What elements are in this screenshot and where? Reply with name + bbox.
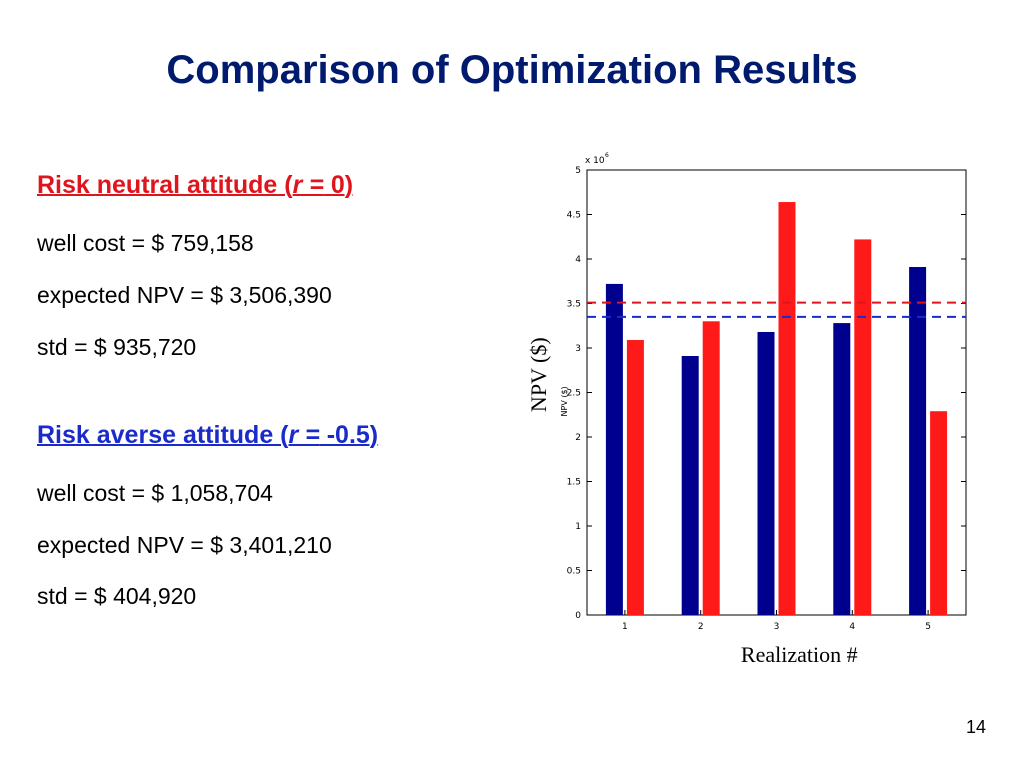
bar-series1-cat4 xyxy=(833,323,851,615)
bar-series1-cat2 xyxy=(681,356,699,615)
risk-averse-std: std = $ 404,920 xyxy=(37,583,197,609)
x-tick-label: 2 xyxy=(698,622,704,632)
y-axis-label: NPV ($) xyxy=(526,337,551,412)
risk-neutral-std: std = $ 935,720 xyxy=(37,334,197,360)
y-multiplier-exponent: 6 xyxy=(605,152,609,159)
y-tick-label: 0.5 xyxy=(567,567,581,577)
bar-series1-cat1 xyxy=(605,283,623,615)
y-tick-label: 1 xyxy=(575,522,581,532)
risk-neutral-heading-var: r = xyxy=(292,171,324,199)
bar-series2-cat1 xyxy=(626,339,644,615)
slide-title: Comparison of Optimization Results xyxy=(166,48,858,92)
y-tick-label: 3.5 xyxy=(567,300,581,310)
risk-neutral-heading-prefix: Risk neutral attitude ( xyxy=(37,171,293,199)
bar-series2-cat2 xyxy=(702,321,720,615)
risk-neutral-expected-npv: expected NPV = $ 3,506,390 xyxy=(37,282,332,308)
risk-averse-expected-npv: expected NPV = $ 3,401,210 xyxy=(37,532,332,558)
x-tick-label: 4 xyxy=(849,622,855,632)
npv-bar-chart-svg: 0 0.5 1 1.5 2 2.5 3 3.5 4 4.5 5 x 106 1 2 3 4 5 NPV ($) NP… xyxy=(526,152,967,667)
risk-averse-heading: Risk averse attitude (r = -0.5) xyxy=(37,421,378,450)
bar-series2-cat3 xyxy=(778,202,796,615)
bar-series1-cat3 xyxy=(757,331,775,615)
risk-neutral-heading: Risk neutral attitude (r = 0) xyxy=(37,171,353,200)
y-tick-label: 4 xyxy=(575,255,581,265)
y-tick-label: 4.5 xyxy=(567,211,581,221)
x-tick-label: 3 xyxy=(774,622,780,632)
npv-chart: 0 0.5 1 1.5 2 2.5 3 3.5 4 4.5 5 x 10 6 1 2 3 4 5 NPV ($) NP… xyxy=(500,140,990,680)
x-axis-label: Realization # xyxy=(741,642,858,667)
x-tick-label: 1 xyxy=(622,622,628,632)
risk-neutral-heading-value: 0) xyxy=(323,171,354,199)
page-number: 14 xyxy=(965,717,986,737)
risk-averse-heading-prefix: Risk averse attitude ( xyxy=(37,421,289,449)
x-tick-label: 5 xyxy=(925,622,931,632)
y-tick-label: 1.5 xyxy=(567,478,581,488)
bar-series1-cat5 xyxy=(909,267,927,615)
risk-averse-heading-var: r = xyxy=(288,421,320,449)
y-multiplier-label: x 10 xyxy=(585,156,605,166)
bar-series2-cat4 xyxy=(854,239,872,616)
inner-y-axis-label: NPV ($) xyxy=(560,386,569,416)
y-tick-label: 3 xyxy=(575,344,581,354)
bar-series2-cat5 xyxy=(930,411,948,615)
y-tick-label: 2 xyxy=(575,433,581,443)
risk-averse-heading-value: -0.5) xyxy=(319,421,379,449)
y-tick-label: 0 xyxy=(575,611,581,621)
y-tick-label: 5 xyxy=(575,166,581,176)
y-tick-label: 2.5 xyxy=(567,389,581,399)
risk-averse-well-cost: well cost = $ 1,058,704 xyxy=(37,480,273,506)
risk-neutral-well-cost: well cost = $ 759,158 xyxy=(37,230,254,256)
